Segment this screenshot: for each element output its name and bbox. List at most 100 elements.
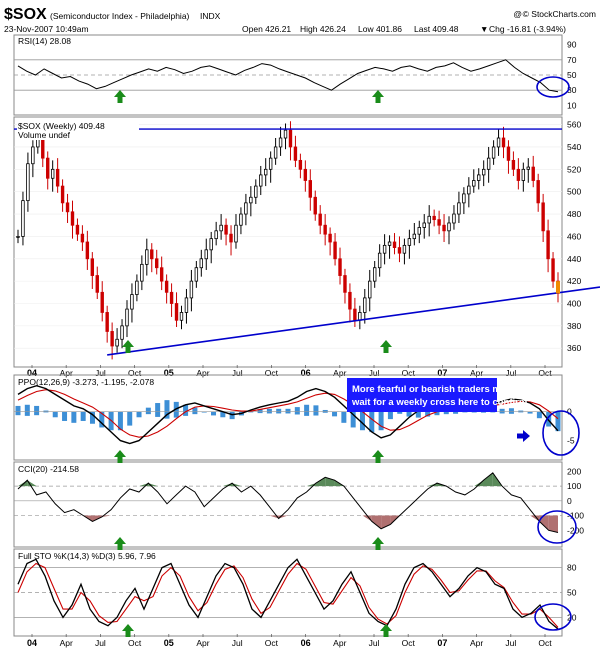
price-candle-99	[506, 146, 511, 161]
price-y-tick-2: 520	[567, 164, 581, 174]
price-y-tick-1: 540	[567, 142, 581, 152]
price-candle-54	[283, 129, 288, 139]
sto-x-tick-8: 06	[301, 638, 311, 648]
price-candle-86	[442, 224, 446, 232]
sto-panel: Full STO %K(14,3) %D(3) 5.96, 7.96 80 50 2…	[13, 548, 577, 648]
price-candle-95	[486, 157, 491, 170]
circle-marker-ppo	[542, 410, 580, 456]
cci-neg-fill-9	[101, 515, 112, 518]
ppo-hist-bar-55	[527, 411, 533, 414]
price-candle-77	[397, 247, 402, 254]
price-y-tick-5: 460	[567, 231, 581, 241]
price-candle-53	[278, 137, 283, 148]
price-candle-49	[259, 174, 263, 187]
ppo-hist-bar-29	[285, 408, 291, 414]
price-candle-92	[472, 180, 476, 187]
cci-neg-fill-57	[548, 515, 558, 533]
price-candle-18	[105, 312, 109, 332]
sto-x-tick-12: 07	[437, 638, 447, 648]
sto-y-tick-1: 50	[567, 588, 577, 598]
green-arrow-icon-rsi-0	[114, 90, 126, 103]
ppo-hist-bar-30	[294, 407, 300, 415]
price-y-tick-3: 500	[567, 187, 581, 197]
circle-marker-sto	[534, 603, 572, 631]
ppo-title: PPO(12,26,9) -3.273, -1.195, -2.078	[18, 377, 154, 387]
price-x-tick-14: Jul	[505, 368, 516, 378]
price-candle-76	[392, 241, 397, 248]
ppo-hist-bar-21	[211, 411, 217, 416]
ppo-hist-bar-16	[164, 400, 170, 419]
price-candle-82	[422, 222, 426, 228]
green-arrow-icon-ppo-0	[114, 450, 126, 463]
cci-pos-fill-0	[18, 480, 28, 487]
price-y-tick-4: 480	[567, 209, 581, 219]
price-candle-36	[194, 267, 199, 282]
price-candle-79	[407, 238, 412, 246]
price-candle-15	[90, 258, 95, 276]
cci-y-tick-0: 200	[567, 466, 581, 476]
price-candle-58	[303, 168, 308, 181]
price-candle-31	[169, 291, 174, 304]
ppo-y-tick-1: -5	[567, 436, 575, 446]
price-candle-19	[110, 331, 114, 347]
price-candle-5	[41, 137, 45, 159]
change-arrow-icon: ▼	[480, 24, 488, 34]
price-candle-16	[95, 275, 99, 293]
ppo-hist-bar-31	[304, 404, 310, 416]
price-candle-78	[402, 244, 407, 254]
price-x-tick-0: 04	[27, 368, 37, 378]
price-y-tick-0: 560	[567, 120, 581, 130]
chart-credit: © StockCharts.com	[523, 9, 596, 19]
price-candle-87	[447, 222, 451, 232]
ppo-hist-bar-1	[24, 404, 30, 416]
price-x-tick-4: 05	[164, 368, 174, 378]
price-candle-70	[363, 297, 367, 313]
price-candle-103	[526, 166, 530, 170]
circle-marker-cci	[537, 510, 577, 544]
ppo-hist-bar-57	[546, 411, 552, 427]
ppo-hist-bar-14	[145, 407, 151, 415]
price-candle-75	[387, 241, 392, 246]
ppo-hist-bar-9	[99, 411, 105, 428]
sto-x-tick-5: Apr	[196, 638, 209, 648]
cci-y-tick-1: 100	[567, 481, 581, 491]
ppo-hist-bar-26	[257, 409, 263, 414]
rsi-panel: RSI(14) 28.08 90 70 50 30 10	[13, 34, 577, 116]
ppo-hist-bar-27	[266, 408, 272, 414]
price-candle-37	[199, 258, 204, 269]
price-candle-83	[427, 215, 431, 224]
price-candle-108	[551, 258, 555, 282]
price-candle-9	[60, 185, 65, 204]
ppo-hist-bar-56	[536, 411, 542, 419]
rsi-title: RSI(14) 28.08	[18, 36, 71, 46]
price-candle-24	[135, 280, 139, 295]
price-candle-3	[31, 146, 35, 165]
ppo-hist-bar-17	[173, 401, 179, 418]
ppo-hist-bar-37	[359, 411, 365, 431]
price-candle-38	[204, 249, 208, 260]
price-candle-8	[55, 168, 60, 187]
price-candle-6	[46, 157, 50, 179]
price-candle-72	[372, 267, 377, 282]
chart-exchange: INDX	[200, 11, 221, 21]
price-candle-11	[70, 211, 75, 226]
price-panel: $SOX (Weekly) 409.48 Volume undef 560 540…	[13, 116, 600, 378]
price-candle-64	[333, 241, 337, 260]
cci-pos-fill-44	[427, 483, 437, 487]
price-candle-96	[491, 146, 496, 159]
price-candle-73	[377, 252, 382, 269]
ppo-hist-bar-32	[313, 405, 319, 416]
price-candle-60	[313, 196, 317, 215]
price-candle-81	[417, 227, 421, 235]
ppo-hist-bar-7	[80, 411, 86, 421]
ppo-hist-bar-50	[481, 411, 487, 413]
price-candle-40	[214, 230, 218, 240]
price-candle-62	[323, 224, 327, 235]
price-candle-91	[467, 185, 471, 195]
price-candle-89	[457, 202, 461, 215]
sto-x-tick-14: Jul	[505, 638, 516, 648]
price-x-tick-8: 06	[301, 368, 311, 378]
price-candle-47	[249, 196, 253, 204]
